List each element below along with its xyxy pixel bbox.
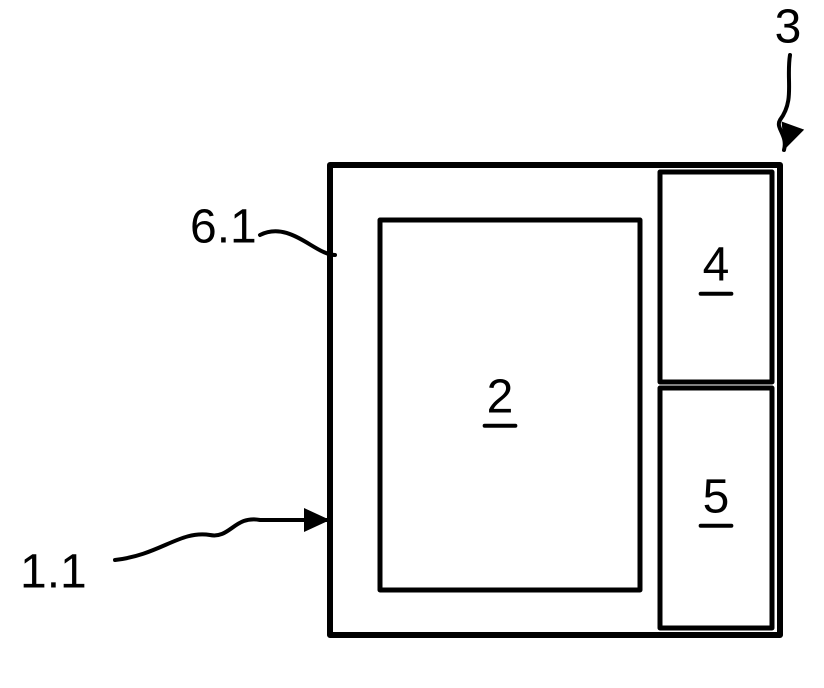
- svg-text:3: 3: [775, 1, 802, 54]
- svg-text:4: 4: [703, 239, 730, 292]
- svg-text:1.1: 1.1: [20, 546, 87, 599]
- svg-text:6.1: 6.1: [190, 201, 257, 254]
- svg-text:5: 5: [703, 471, 730, 524]
- svg-text:2: 2: [487, 371, 514, 424]
